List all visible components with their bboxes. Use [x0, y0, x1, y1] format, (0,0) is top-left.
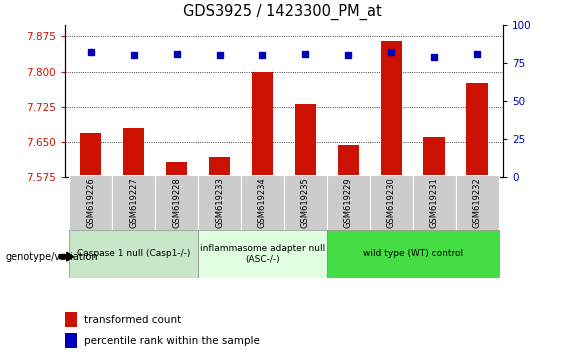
- Bar: [123, 128, 145, 177]
- Bar: [327, 230, 498, 278]
- Text: inflammasome adapter null
(ASC-/-): inflammasome adapter null (ASC-/-): [200, 244, 325, 264]
- Bar: [337, 145, 359, 177]
- Bar: [69, 230, 198, 278]
- Bar: [112, 175, 155, 230]
- Text: GSM619231: GSM619231: [429, 177, 438, 228]
- Text: wild type (WT) control: wild type (WT) control: [363, 250, 463, 258]
- Bar: [423, 137, 445, 177]
- Text: GSM619227: GSM619227: [129, 177, 138, 228]
- Text: GSM619232: GSM619232: [472, 177, 481, 228]
- Bar: [65, 312, 77, 327]
- Text: GSM619235: GSM619235: [301, 177, 310, 228]
- Text: GDS3925 / 1423300_PM_at: GDS3925 / 1423300_PM_at: [183, 4, 382, 20]
- Text: GSM619233: GSM619233: [215, 177, 224, 228]
- Bar: [198, 230, 327, 278]
- Text: transformed count: transformed count: [85, 315, 182, 325]
- Bar: [455, 175, 498, 230]
- Text: Caspase 1 null (Casp1-/-): Caspase 1 null (Casp1-/-): [77, 250, 190, 258]
- Text: percentile rank within the sample: percentile rank within the sample: [85, 336, 260, 346]
- Bar: [466, 83, 488, 177]
- Bar: [412, 175, 455, 230]
- Bar: [65, 333, 77, 348]
- Bar: [284, 175, 327, 230]
- Bar: [198, 175, 241, 230]
- Bar: [69, 175, 112, 230]
- Bar: [370, 175, 412, 230]
- Text: GSM619230: GSM619230: [386, 177, 396, 228]
- Bar: [155, 175, 198, 230]
- Bar: [166, 161, 188, 177]
- Bar: [294, 104, 316, 177]
- Bar: [241, 175, 284, 230]
- Text: GSM619229: GSM619229: [344, 177, 353, 228]
- Bar: [252, 72, 273, 177]
- Text: GSM619226: GSM619226: [86, 177, 95, 228]
- Bar: [209, 157, 231, 177]
- Text: genotype/variation: genotype/variation: [6, 252, 98, 262]
- Bar: [327, 175, 370, 230]
- Text: GSM619228: GSM619228: [172, 177, 181, 228]
- Bar: [380, 41, 402, 177]
- Bar: [80, 132, 102, 177]
- Text: GSM619234: GSM619234: [258, 177, 267, 228]
